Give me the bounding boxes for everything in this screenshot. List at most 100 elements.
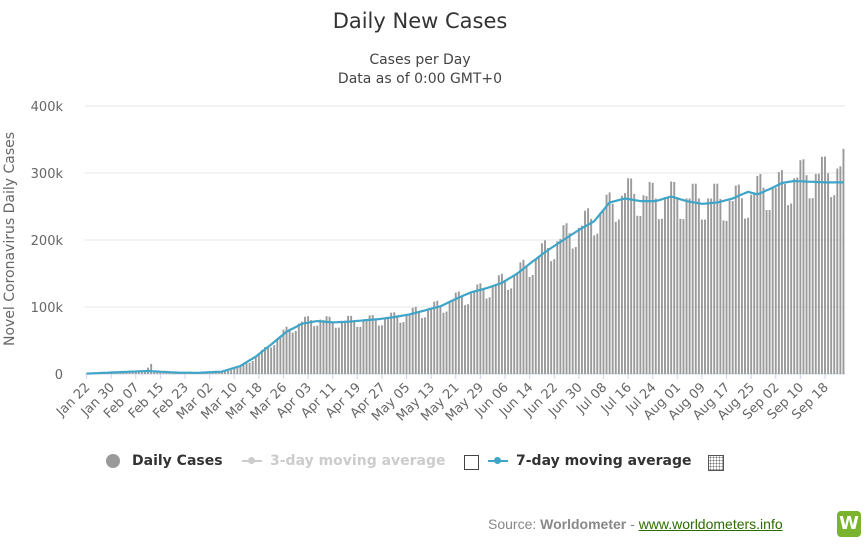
bar bbox=[540, 243, 543, 374]
bar bbox=[464, 305, 466, 374]
bar bbox=[771, 187, 774, 374]
bar bbox=[264, 347, 266, 374]
bar bbox=[654, 198, 657, 374]
bar bbox=[516, 273, 519, 374]
bar bbox=[796, 177, 799, 374]
bar bbox=[359, 326, 362, 374]
bar bbox=[747, 217, 750, 374]
bar bbox=[500, 273, 503, 374]
bar bbox=[420, 318, 423, 374]
bar bbox=[762, 187, 765, 374]
bar bbox=[494, 284, 497, 374]
bar bbox=[414, 306, 417, 374]
bar bbox=[694, 183, 697, 374]
3-day-toggle-checkbox[interactable] bbox=[464, 455, 479, 470]
bar bbox=[704, 219, 706, 374]
bar bbox=[617, 219, 620, 374]
bar bbox=[587, 208, 590, 374]
bar bbox=[534, 258, 537, 374]
bar bbox=[568, 233, 571, 374]
legend-marker-daily-cases bbox=[106, 454, 120, 468]
bar bbox=[304, 316, 306, 374]
bar bbox=[122, 372, 125, 374]
bar bbox=[402, 322, 405, 374]
bar bbox=[285, 326, 288, 374]
bar bbox=[337, 327, 340, 374]
bar bbox=[387, 317, 390, 374]
bar bbox=[128, 372, 131, 374]
bar bbox=[451, 300, 454, 374]
bar bbox=[153, 371, 156, 374]
bar bbox=[279, 335, 282, 374]
bar bbox=[697, 198, 700, 374]
bar bbox=[227, 370, 230, 374]
source-credit: Source: Worldometer - www.worldometers.i… bbox=[488, 516, 783, 532]
bar bbox=[282, 329, 285, 374]
bar bbox=[525, 266, 528, 374]
bar bbox=[599, 212, 602, 374]
bar bbox=[125, 372, 128, 374]
bar bbox=[134, 372, 137, 374]
bar bbox=[454, 292, 457, 374]
bar bbox=[233, 368, 236, 374]
bar bbox=[368, 315, 371, 374]
legend-label-3-day: 3-day moving average bbox=[270, 453, 446, 469]
bar bbox=[316, 325, 319, 374]
bar bbox=[614, 221, 617, 374]
bar bbox=[636, 215, 639, 374]
bar bbox=[473, 292, 476, 374]
bar bbox=[507, 289, 510, 374]
bar bbox=[150, 363, 153, 374]
bar bbox=[744, 218, 746, 374]
bar bbox=[777, 172, 780, 374]
bar bbox=[356, 326, 359, 374]
bar bbox=[827, 173, 830, 374]
bar bbox=[811, 198, 814, 374]
bar bbox=[611, 203, 614, 374]
bar bbox=[140, 371, 143, 374]
bar bbox=[740, 198, 743, 374]
bar bbox=[808, 198, 811, 374]
bar bbox=[270, 347, 273, 374]
chart-subtitle-line-2: Data as of 0:00 GMT+0 bbox=[338, 71, 502, 87]
y-axis-label: Novel Coronavirus Daily Cases bbox=[2, 132, 18, 346]
bar bbox=[824, 156, 826, 374]
chart-title: Daily New Cases bbox=[333, 9, 508, 33]
bar bbox=[208, 372, 211, 374]
bar bbox=[784, 183, 786, 374]
legend-item-3-day-moving-average[interactable]: 3-day moving average bbox=[242, 453, 446, 469]
bar bbox=[476, 284, 479, 374]
worldometer-logo-icon[interactable]: W bbox=[837, 511, 861, 537]
bar bbox=[288, 328, 291, 374]
bar bbox=[479, 283, 482, 374]
bar bbox=[448, 301, 451, 374]
bar bbox=[214, 372, 217, 374]
bar bbox=[584, 210, 586, 374]
bar bbox=[667, 196, 670, 374]
y-tick-label: 300k bbox=[31, 167, 64, 182]
chart-area: Daily New Cases Cases per Day Data as of… bbox=[2, 9, 845, 424]
bar bbox=[245, 363, 248, 374]
y-axis-ticks: 0 100k 200k 300k 400k bbox=[31, 100, 64, 383]
bar bbox=[119, 372, 122, 374]
bar bbox=[519, 262, 522, 374]
bar bbox=[399, 322, 402, 374]
bar bbox=[642, 195, 645, 374]
source-link[interactable]: www.worldometers.info bbox=[638, 516, 783, 532]
zoom-reset-icon[interactable] bbox=[708, 455, 724, 471]
bar bbox=[374, 319, 377, 374]
legend-item-7-day-moving-average[interactable]: 7-day moving average bbox=[488, 453, 692, 469]
bar bbox=[427, 308, 430, 374]
legend-item-daily-cases[interactable]: Daily Cases bbox=[106, 453, 223, 469]
bar bbox=[504, 279, 506, 374]
bar bbox=[577, 227, 580, 374]
y-tick-label: 200k bbox=[31, 234, 64, 249]
legend-marker-3-day bbox=[242, 454, 262, 468]
bar bbox=[377, 325, 380, 374]
bar bbox=[488, 297, 491, 374]
bar bbox=[408, 313, 411, 374]
bar bbox=[565, 223, 568, 374]
bar bbox=[137, 371, 140, 374]
bar bbox=[485, 298, 488, 374]
